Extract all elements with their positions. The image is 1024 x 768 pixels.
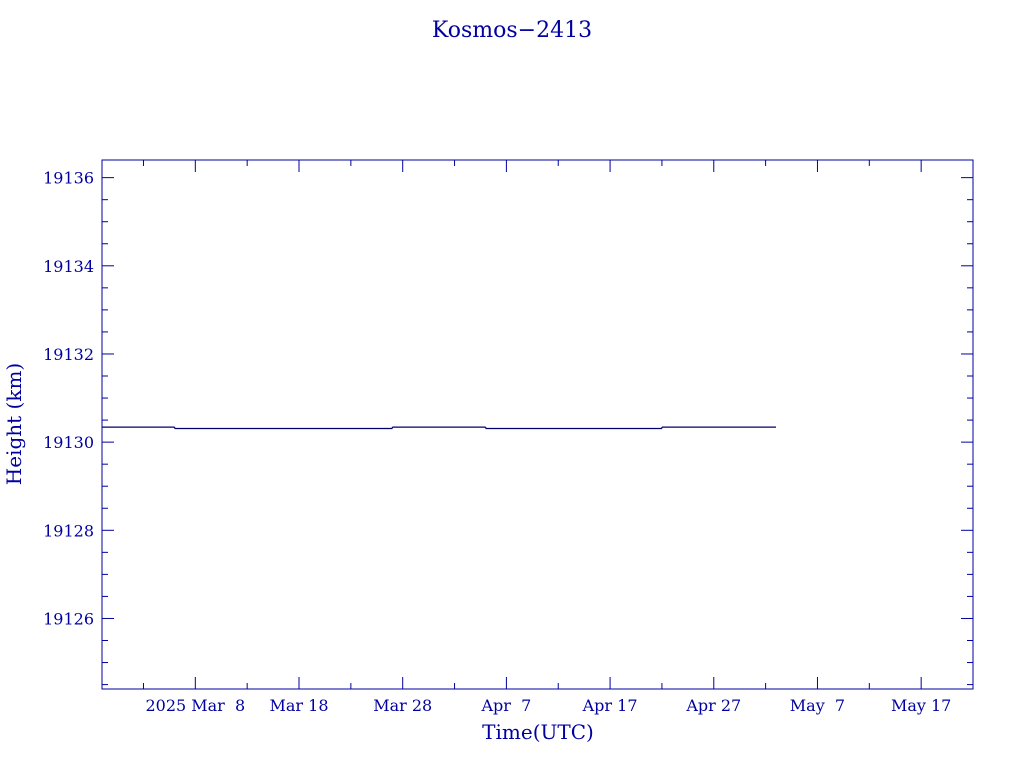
y-tick-label: 19134 <box>43 257 94 276</box>
y-tick-label: 19126 <box>43 609 94 628</box>
y-axis-label: Height (km) <box>2 363 26 485</box>
x-tick-label: Apr 17 <box>582 696 638 715</box>
y-tick-label: 19130 <box>43 433 94 452</box>
x-tick-label: Mar 18 <box>270 696 329 715</box>
plot-frame <box>101 159 974 690</box>
y-tick-label: 19128 <box>43 521 94 540</box>
x-tick-label: Mar 28 <box>373 696 432 715</box>
x-tick-label: 2025 Mar 8 <box>145 696 245 715</box>
x-tick-label: Apr 27 <box>685 696 741 715</box>
series-group <box>102 426 776 430</box>
y-axis: 19126 19128 19130 19132 19134 19136 <box>43 169 973 686</box>
x-tick-label: Apr 7 <box>480 696 531 715</box>
y-tick-label: 19132 <box>43 345 94 364</box>
chart-title: Kosmos−2413 <box>432 18 592 43</box>
x-axis: 2025 Mar 8 Mar 18 Mar 28 Apr 7 Apr 17 Apr 27 M… <box>142 160 974 715</box>
x-axis-label: Time(UTC) <box>482 720 594 744</box>
y-tick-label: 19136 <box>43 169 94 188</box>
x-tick-label: May 7 <box>790 696 845 715</box>
x-tick-label: May 17 <box>891 696 951 715</box>
